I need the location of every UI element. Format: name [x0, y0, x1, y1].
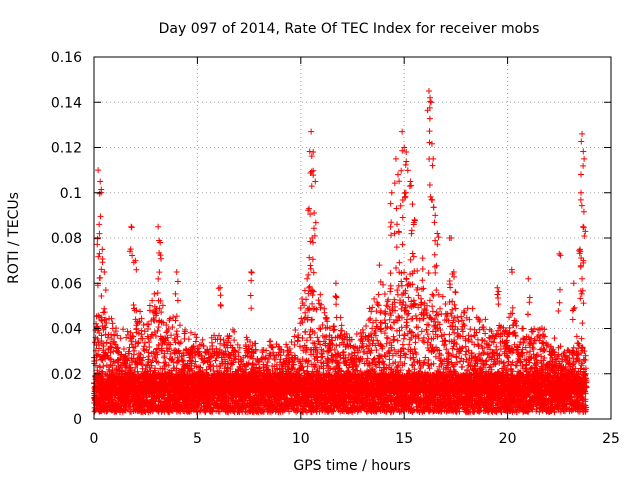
data-point [120, 345, 127, 352]
data-point [144, 325, 151, 332]
data-point [104, 334, 111, 341]
data-point [120, 326, 127, 333]
data-point [100, 375, 107, 382]
data-point [149, 357, 156, 364]
data-point [137, 308, 144, 315]
data-point [146, 344, 153, 351]
data-point [135, 339, 142, 346]
data-point [147, 335, 154, 342]
data-point [129, 333, 136, 340]
data-point [149, 297, 156, 304]
data-point [103, 319, 110, 326]
data-point [142, 339, 149, 346]
data-point [148, 362, 155, 369]
data-point [140, 354, 147, 361]
data-point [145, 321, 152, 328]
data-point [101, 309, 108, 316]
data-point [132, 364, 139, 371]
data-point [140, 321, 147, 328]
data-point [103, 339, 110, 346]
data-point [95, 312, 102, 319]
data-point [131, 347, 138, 354]
data-point [111, 359, 118, 366]
data-point [109, 320, 116, 327]
data-point [112, 341, 119, 348]
data-point [107, 355, 114, 362]
data-point [115, 344, 122, 351]
data-point [136, 356, 143, 363]
data-point [110, 358, 117, 365]
data-point [112, 328, 119, 335]
data-point [117, 355, 124, 362]
data-point [126, 350, 133, 357]
data-point [141, 328, 148, 335]
data-point [95, 345, 102, 352]
data-point [139, 335, 146, 342]
data-point [142, 362, 149, 369]
data-point [130, 344, 137, 351]
data-point [107, 340, 114, 347]
data-point [146, 302, 153, 309]
data-points [91, 87, 590, 416]
data-point [97, 364, 104, 371]
data-point [102, 324, 109, 331]
data-point [134, 368, 141, 375]
data-point [119, 368, 126, 375]
data-point [95, 339, 102, 346]
data-point [117, 335, 124, 342]
data-point [135, 330, 142, 337]
data-point [139, 357, 146, 364]
data-point [94, 335, 101, 342]
data-point [145, 353, 152, 360]
data-point [100, 343, 107, 350]
data-point [127, 329, 134, 336]
data-point [128, 341, 135, 348]
data-point [137, 351, 144, 358]
data-point [99, 317, 106, 324]
data-point [138, 331, 145, 338]
data-point [138, 315, 145, 322]
data-point [145, 358, 152, 365]
data-point [114, 332, 121, 339]
data-point [99, 369, 106, 376]
chart-title: Day 097 of 2014, Rate Of TEC Index for r… [159, 21, 540, 37]
data-point [98, 314, 105, 321]
data-point [107, 349, 114, 356]
data-point [130, 333, 137, 340]
grid-lines [94, 57, 611, 419]
data-point [108, 315, 115, 322]
data-point [117, 408, 124, 415]
data-point [107, 343, 114, 350]
data-point [115, 356, 122, 363]
data-point [94, 367, 101, 374]
data-point [114, 345, 121, 352]
data-point [98, 332, 105, 339]
data-point [100, 363, 107, 370]
data-point [134, 340, 141, 347]
data-point [93, 352, 100, 359]
